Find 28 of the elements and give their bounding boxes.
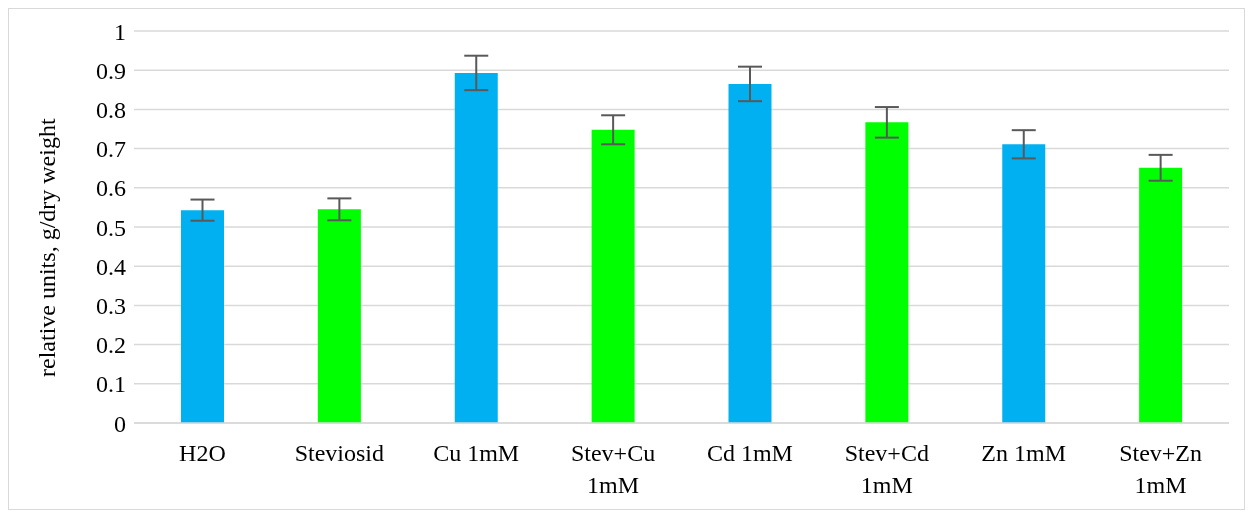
bar [1002, 144, 1046, 423]
bar [454, 72, 498, 423]
y-tick-label: 0.5 [96, 214, 126, 241]
x-tick-label: Stev+Cu 1mM [570, 440, 656, 498]
bar [1139, 167, 1183, 423]
y-tick-label: 0.1 [96, 371, 126, 398]
y-tick-label: 0.6 [96, 175, 126, 202]
bar [728, 83, 772, 423]
y-tick-label: 0.2 [96, 332, 126, 359]
y-tick-label: 0 [114, 410, 126, 437]
y-tick-label: 1 [114, 18, 126, 45]
x-tick-label: Zn 1mM [981, 440, 1067, 466]
bar [591, 129, 635, 423]
y-tick-label: 0.8 [96, 96, 126, 123]
bar [317, 209, 361, 423]
bar [865, 122, 909, 423]
bar [181, 210, 224, 423]
y-tick-label: 0.9 [96, 57, 126, 84]
y-tick-label: 0.3 [96, 292, 126, 319]
x-tick-label: Cu 1mM [433, 440, 520, 466]
y-axis-title: relative units, g/dry weight [33, 118, 60, 377]
x-tick-label: H2O [179, 440, 226, 466]
x-tick-label: Steviosid [294, 440, 384, 466]
y-tick-label: 0.4 [96, 253, 126, 280]
x-tick-label: Cd 1mM [706, 440, 793, 466]
x-tick-label: Stev+Zn 1mM [1119, 440, 1202, 498]
x-tick-label: Stev+Cd 1mM [844, 440, 929, 498]
y-tick-label: 0.7 [96, 136, 126, 163]
